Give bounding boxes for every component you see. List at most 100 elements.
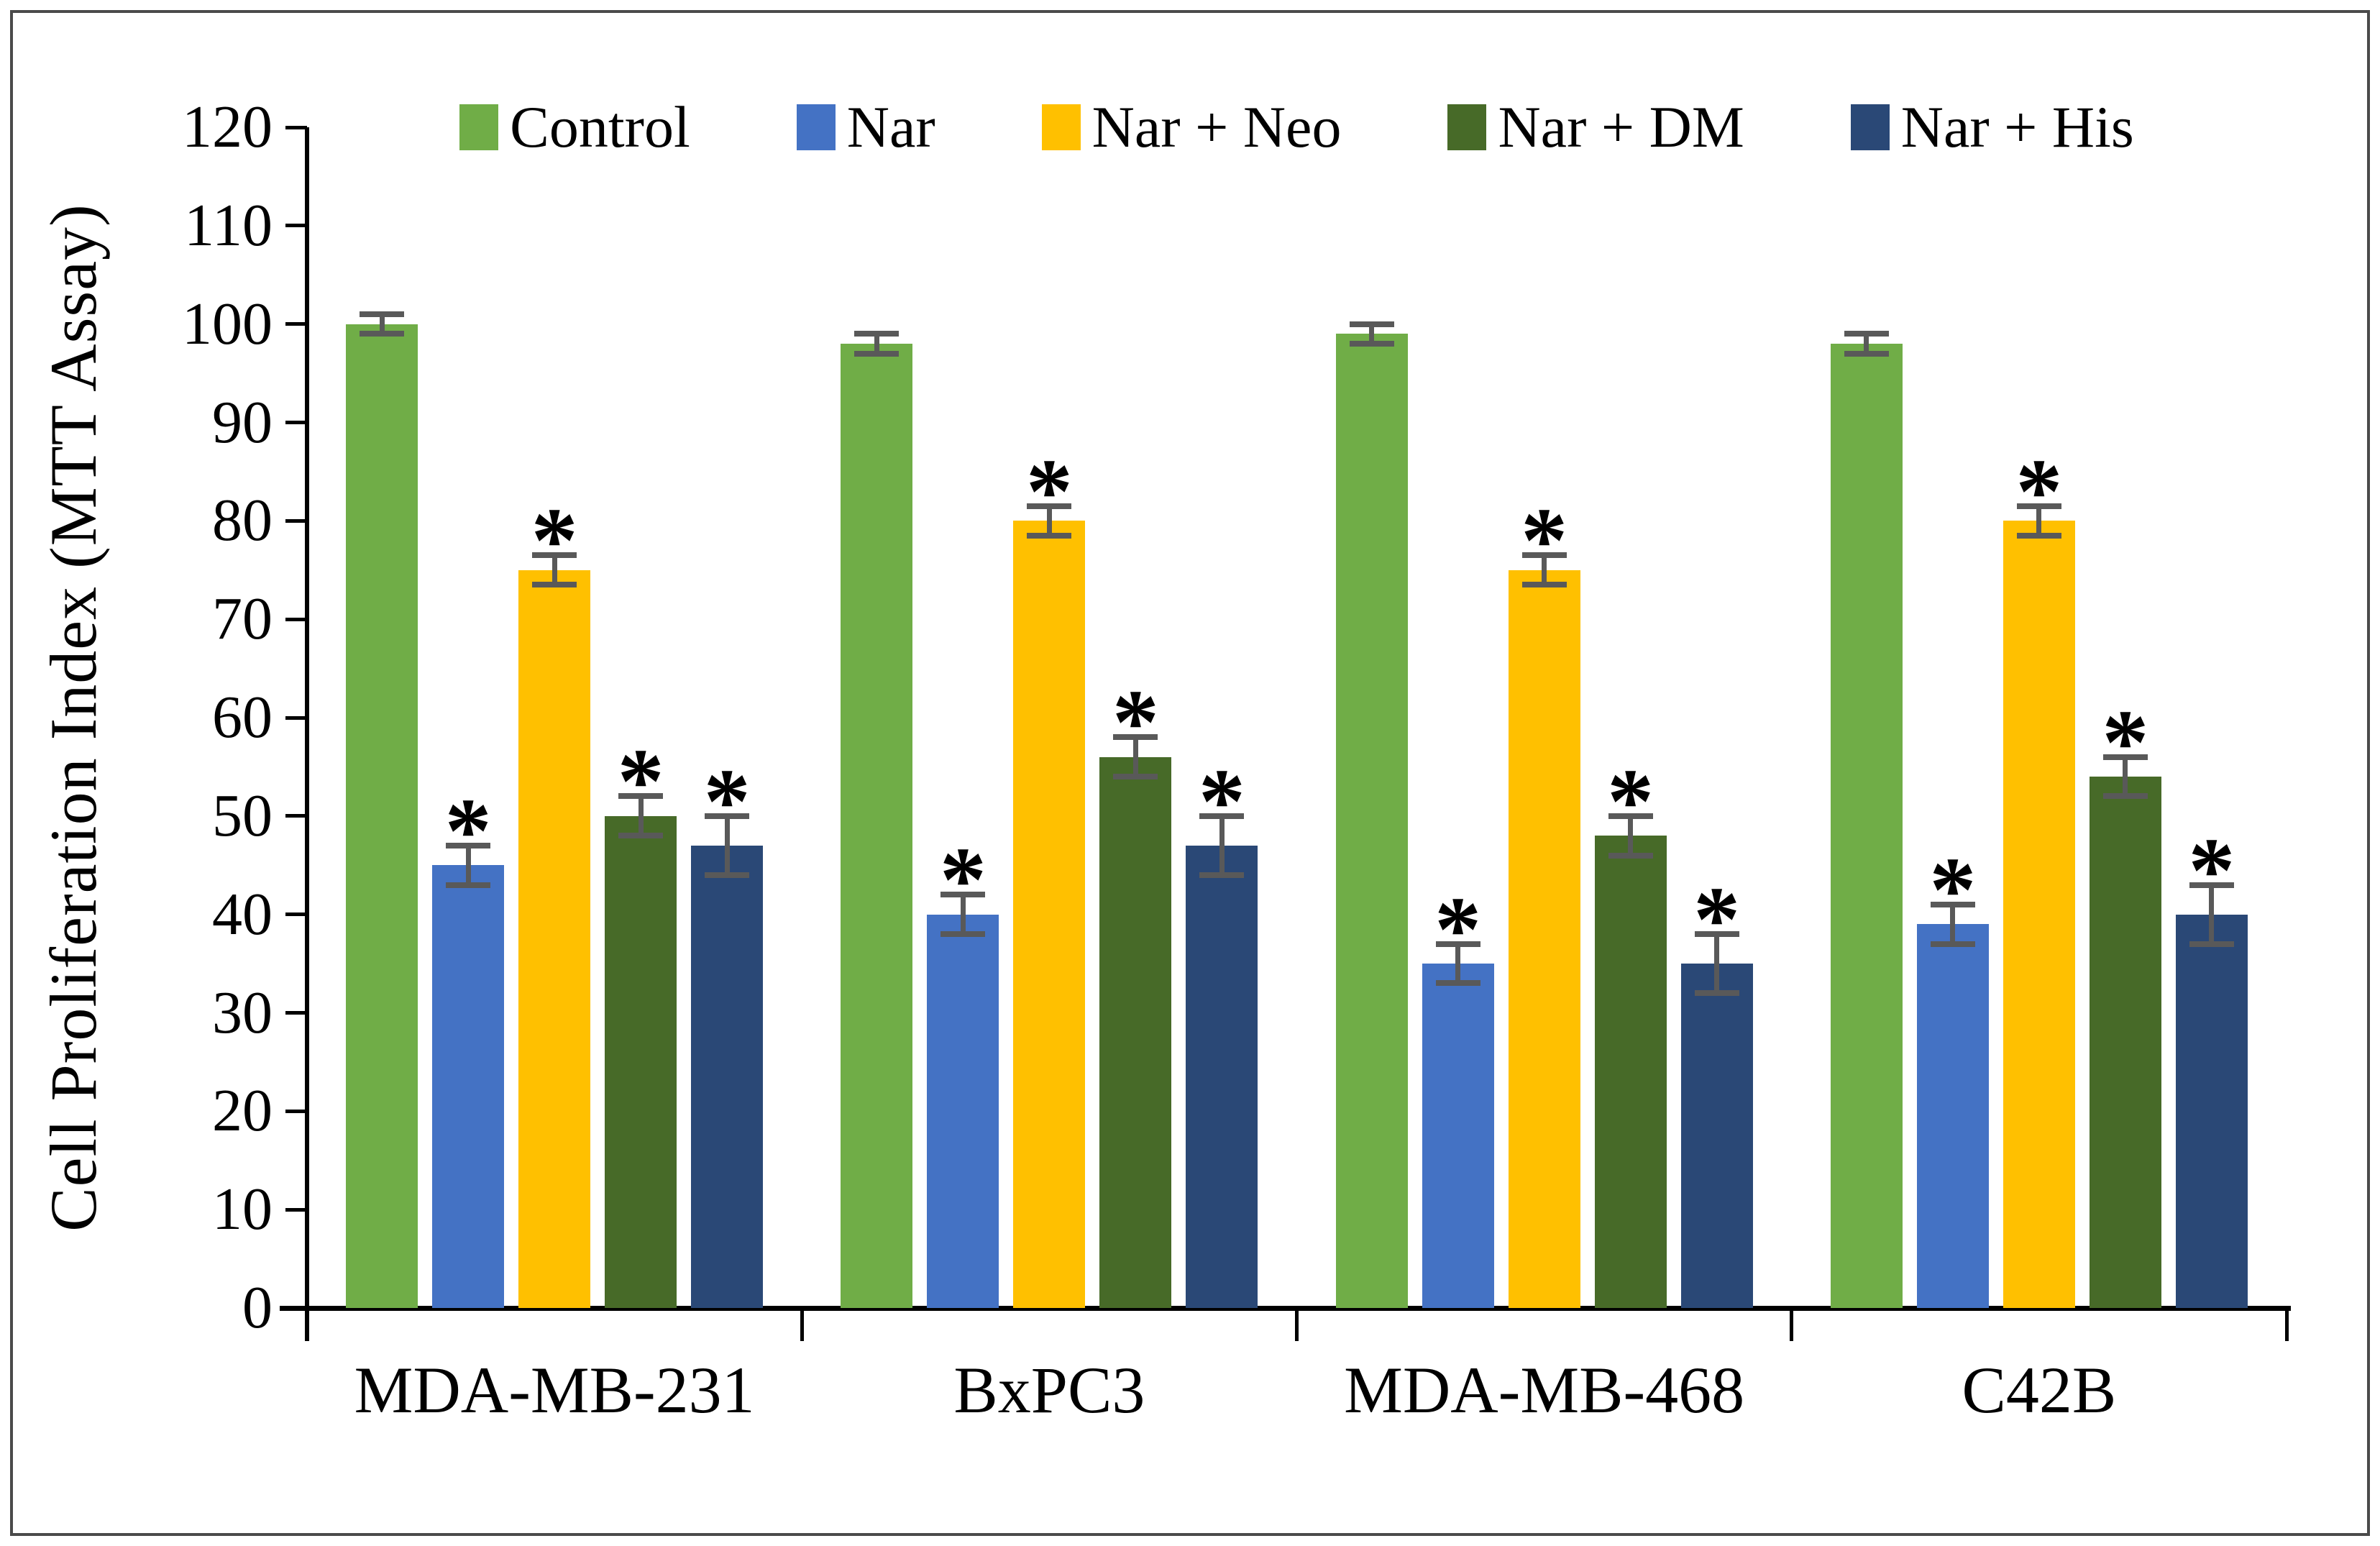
error-bar-cap-bottom [1435, 980, 1480, 987]
bar-nar-mda-mb-468 [1422, 964, 1494, 1308]
x-axis-group-tick [1790, 1308, 1794, 1341]
error-bar-stem [551, 555, 557, 585]
error-bar-cap-top [940, 892, 986, 898]
bar-control-mda-mb-231 [346, 324, 418, 1308]
x-category-label: MDA-MB-468 [1344, 1353, 1745, 1427]
significance-asterisk: * [531, 489, 578, 593]
bar-control-mda-mb-468 [1335, 334, 1408, 1308]
y-tick-label: 120 [182, 93, 273, 160]
error-bar-stem [379, 314, 385, 334]
bar-nar-dm-mda-mb-468 [1594, 836, 1667, 1308]
error-bar-cap-top [1027, 503, 1072, 509]
y-tick-label: 40 [212, 880, 273, 948]
significance-asterisk: * [617, 730, 664, 834]
legend-item-nar-neo: Nar + Neo [1041, 93, 1341, 161]
y-tick-label: 80 [212, 487, 273, 554]
significance-asterisk: * [1929, 838, 1977, 942]
error-bar-cap-bottom [940, 931, 986, 938]
error-bar-cap-top [360, 311, 405, 317]
legend-label: Nar + His [1900, 94, 2134, 160]
legend-item-nar: Nar [796, 93, 935, 161]
error-bar-stem [1132, 737, 1138, 777]
error-bar-cap-top [854, 331, 900, 337]
legend-swatch-nar-neo [1041, 104, 1081, 150]
y-axis-tick [285, 322, 307, 326]
x-category-label: C42B [1962, 1353, 2117, 1427]
significance-asterisk: * [2188, 818, 2235, 923]
legend-swatch-nar-his [1850, 104, 1890, 150]
error-bar-stem [1219, 815, 1225, 875]
y-tick-label: 100 [182, 290, 273, 357]
y-tick-label: 60 [212, 684, 273, 751]
x-axis-group-tick [800, 1308, 804, 1341]
legend-label: Nar [846, 94, 935, 160]
bar-nar-his-bxpc3 [1186, 845, 1258, 1308]
bar-nar-bxpc3 [927, 914, 999, 1308]
legend: Control Nar Nar + Neo Nar + DM Nar + His [307, 93, 2287, 161]
error-bar-stem [1714, 934, 1720, 994]
legend-item-nar-his: Nar + His [1850, 93, 2134, 161]
significance-asterisk: * [1434, 877, 1482, 982]
y-axis-tick [285, 912, 307, 917]
error-bar-cap-top [705, 813, 750, 819]
error-bar-stem [960, 895, 966, 935]
error-bar-cap-bottom [1521, 582, 1567, 588]
y-axis-tick [285, 125, 307, 129]
error-bar-cap-bottom [1113, 774, 1158, 780]
significance-asterisk: * [1025, 439, 1073, 544]
y-tick-label: 70 [212, 585, 273, 653]
error-bar-stem [1542, 555, 1547, 585]
bar-nar-neo-bxpc3 [1013, 521, 1086, 1308]
error-bar-cap-top [1435, 941, 1480, 947]
bar-nar-dm-mda-mb-231 [605, 815, 677, 1308]
legend-label: Control [510, 94, 690, 160]
y-tick-label: 30 [212, 979, 273, 1046]
y-axis-tick [285, 1207, 307, 1212]
error-bar-cap-top [2102, 754, 2148, 760]
bar-nar-c42b [1916, 924, 1989, 1308]
significance-asterisk: * [1112, 671, 1159, 775]
y-tick-label: 20 [212, 1077, 273, 1145]
legend-item-control: Control [459, 93, 690, 161]
error-bar-cap-top [2016, 503, 2061, 509]
error-bar-cap-bottom [1694, 990, 1739, 997]
error-bar-cap-top [1694, 931, 1739, 938]
y-tick-label: 10 [212, 1176, 273, 1243]
error-bar-stem [1628, 815, 1634, 856]
legend-item-nar-dm: Nar + DM [1447, 93, 1744, 161]
error-bar-stem [1369, 324, 1375, 344]
error-bar-cap-bottom [1199, 872, 1245, 878]
error-bar-stem [874, 334, 879, 354]
error-bar-cap-bottom [854, 350, 900, 357]
bar-control-c42b [1830, 344, 1903, 1308]
significance-asterisk: * [2015, 439, 2063, 544]
error-bar-cap-top [618, 793, 664, 800]
y-tick-label: 110 [184, 191, 273, 259]
error-bar-cap-top [1113, 734, 1158, 741]
bar-nar-neo-mda-mb-231 [518, 570, 591, 1308]
legend-label: Nar + DM [1498, 94, 1744, 160]
error-bar-cap-bottom [2102, 793, 2148, 800]
error-bar-stem [1046, 506, 1052, 536]
x-axis-group-tick [2284, 1308, 2289, 1341]
y-axis-tick [285, 1109, 307, 1113]
significance-asterisk: * [2102, 690, 2149, 795]
bar-nar-mda-mb-231 [432, 865, 505, 1308]
error-bar-cap-top [1521, 552, 1567, 559]
error-bar-stem [2123, 756, 2128, 797]
legend-swatch-control [459, 104, 499, 150]
error-bar-cap-bottom [2189, 941, 2234, 947]
x-axis-group-tick [1295, 1308, 1299, 1341]
error-bar-stem [465, 845, 471, 885]
bar-control-bxpc3 [841, 344, 913, 1308]
y-axis-tick [285, 224, 307, 228]
error-bar-stem [2036, 506, 2042, 536]
legend-swatch-nar-dm [1447, 104, 1487, 150]
significance-asterisk: * [1693, 867, 1741, 971]
significance-asterisk: * [939, 828, 987, 933]
error-bar-cap-bottom [1027, 532, 1072, 539]
legend-swatch-nar [796, 104, 836, 150]
error-bar-stem [1455, 943, 1461, 984]
error-bar-cap-bottom [360, 331, 405, 337]
significance-asterisk: * [1607, 749, 1654, 854]
